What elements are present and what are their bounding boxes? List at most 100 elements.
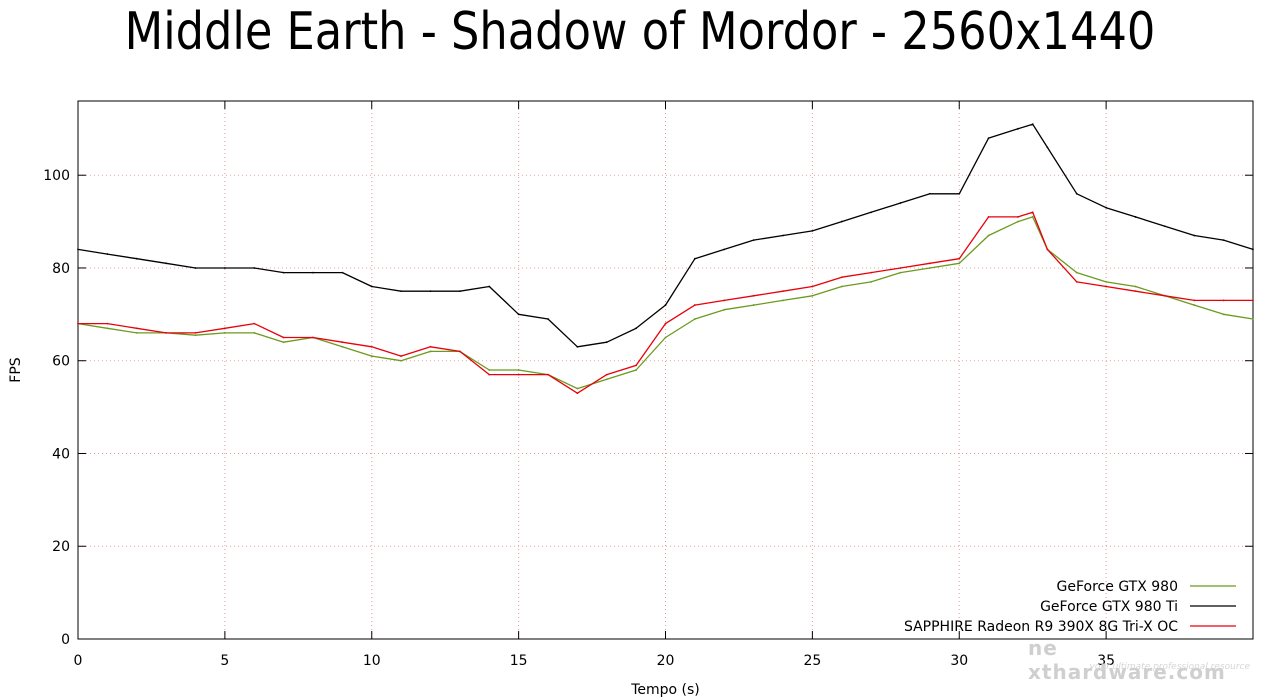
data-point-s0: [135, 331, 138, 334]
x-tick-label: 15: [510, 653, 528, 669]
data-point-s0: [899, 271, 902, 274]
data-point-s2: [576, 392, 579, 395]
data-point-s2: [899, 267, 902, 269]
data-point-s2: [282, 336, 285, 339]
series-line-1: [77, 123, 1254, 348]
data-point-s1: [1134, 216, 1137, 218]
y-tick-label: 60: [52, 354, 70, 370]
data-point-s0: [723, 308, 726, 311]
data-point-s1: [899, 202, 902, 204]
data-point-s2: [1017, 216, 1019, 218]
data-point-s1: [458, 290, 461, 293]
data-point-s2: [517, 373, 520, 376]
y-tick-label: 20: [52, 539, 70, 555]
data-point-s2: [223, 327, 226, 330]
data-point-s2: [370, 345, 373, 348]
data-point-s0: [1105, 280, 1108, 283]
data-point-s2: [253, 322, 256, 325]
data-point-s1: [752, 239, 755, 242]
data-point-s1: [135, 257, 138, 260]
data-point-s2: [605, 373, 608, 376]
data-point-s1: [987, 137, 990, 140]
data-point-s2: [1105, 285, 1108, 288]
data-point-s1: [928, 192, 931, 195]
series-line-2: [78, 211, 1253, 394]
data-point-s2: [870, 271, 873, 274]
data-point-s2: [1046, 248, 1049, 251]
data-point-s1: [429, 290, 432, 293]
data-point-s1: [77, 248, 79, 251]
data-point-s2: [429, 345, 432, 348]
data-point-s1: [488, 285, 491, 288]
data-point-s2: [488, 373, 491, 376]
data-point-s2: [664, 322, 667, 325]
data-point-s2: [1193, 299, 1196, 302]
grid-lines: [78, 101, 1253, 639]
data-point-s0: [106, 327, 109, 330]
data-point-s2: [958, 257, 961, 260]
data-point-s2: [341, 341, 344, 344]
data-point-s1: [547, 318, 549, 320]
data-point-s1: [312, 271, 314, 274]
x-tick-label: 10: [363, 653, 381, 669]
data-point-s1: [576, 345, 579, 348]
data-point-s2: [811, 285, 814, 288]
legend: GeForce GTX 980 GeForce GTX 980 Ti SAPPHIR…: [904, 579, 1236, 635]
data-point-s0: [282, 341, 285, 344]
y-tick-label: 40: [52, 446, 70, 462]
legend-label: SAPPHIRE Radeon R9 390X 8G Tri-X OC: [904, 619, 1178, 635]
data-point-s1: [958, 192, 961, 195]
data-point-s2: [194, 331, 197, 334]
data-point-s2: [635, 364, 638, 367]
data-point-s1: [517, 313, 520, 316]
legend-label: GeForce GTX 980 Ti: [1040, 599, 1178, 615]
legend-label: GeForce GTX 980: [1057, 579, 1178, 595]
data-point-s1: [1105, 206, 1108, 209]
data-point-s1: [223, 267, 226, 269]
series-line-0: [77, 216, 1254, 390]
data-point-s2: [723, 299, 726, 302]
x-tick-label: 25: [803, 653, 821, 669]
data-point-s0: [341, 345, 344, 348]
x-tick-label: 20: [657, 653, 675, 669]
data-point-s0: [605, 378, 608, 381]
data-point-s2: [782, 290, 784, 293]
data-point-s1: [165, 262, 168, 265]
data-point-s1: [1017, 127, 1019, 130]
x-tick-label: 5: [220, 653, 229, 669]
axes: 0 5 10 15 20 25 30 35 0 20 40 60 80 100: [43, 101, 1253, 669]
data-point-s1: [664, 304, 667, 306]
x-axis-label: Tempo (s): [630, 682, 700, 698]
data-point-s0: [928, 267, 931, 269]
data-point-s0: [1075, 271, 1078, 274]
data-point-s2: [928, 262, 931, 265]
data-point-s2: [106, 322, 109, 325]
data-point-s0: [1252, 318, 1254, 320]
data-point-s1: [1252, 248, 1254, 251]
data-point-s1: [341, 271, 344, 274]
data-point-s2: [1134, 290, 1137, 293]
data-point-s1: [1163, 225, 1166, 228]
x-tick-label: 35: [1097, 653, 1115, 669]
data-point-s1: [106, 253, 109, 255]
data-point-s2: [1163, 294, 1166, 297]
data-point-s1: [1031, 123, 1034, 126]
data-point-s0: [400, 359, 403, 362]
x-tick-label: 30: [950, 653, 968, 669]
chart-title: Middle Earth - Shadow of Mordor - 2560x1…: [124, 2, 1156, 62]
data-point-s2: [693, 304, 696, 306]
data-point-s1: [870, 211, 873, 214]
y-tick-label: 100: [43, 168, 70, 184]
data-point-s0: [370, 355, 373, 357]
data-point-s0: [1017, 220, 1019, 223]
data-point-s2: [312, 336, 314, 339]
data-point-s0: [253, 331, 256, 334]
data-point-s0: [517, 369, 520, 371]
data-point-s1: [1075, 192, 1078, 195]
data-point-s1: [370, 285, 373, 288]
data-point-s1: [811, 229, 814, 232]
data-point-s1: [782, 234, 784, 237]
data-point-s1: [282, 271, 285, 274]
data-point-s0: [782, 299, 784, 302]
data-point-s0: [1031, 216, 1034, 218]
